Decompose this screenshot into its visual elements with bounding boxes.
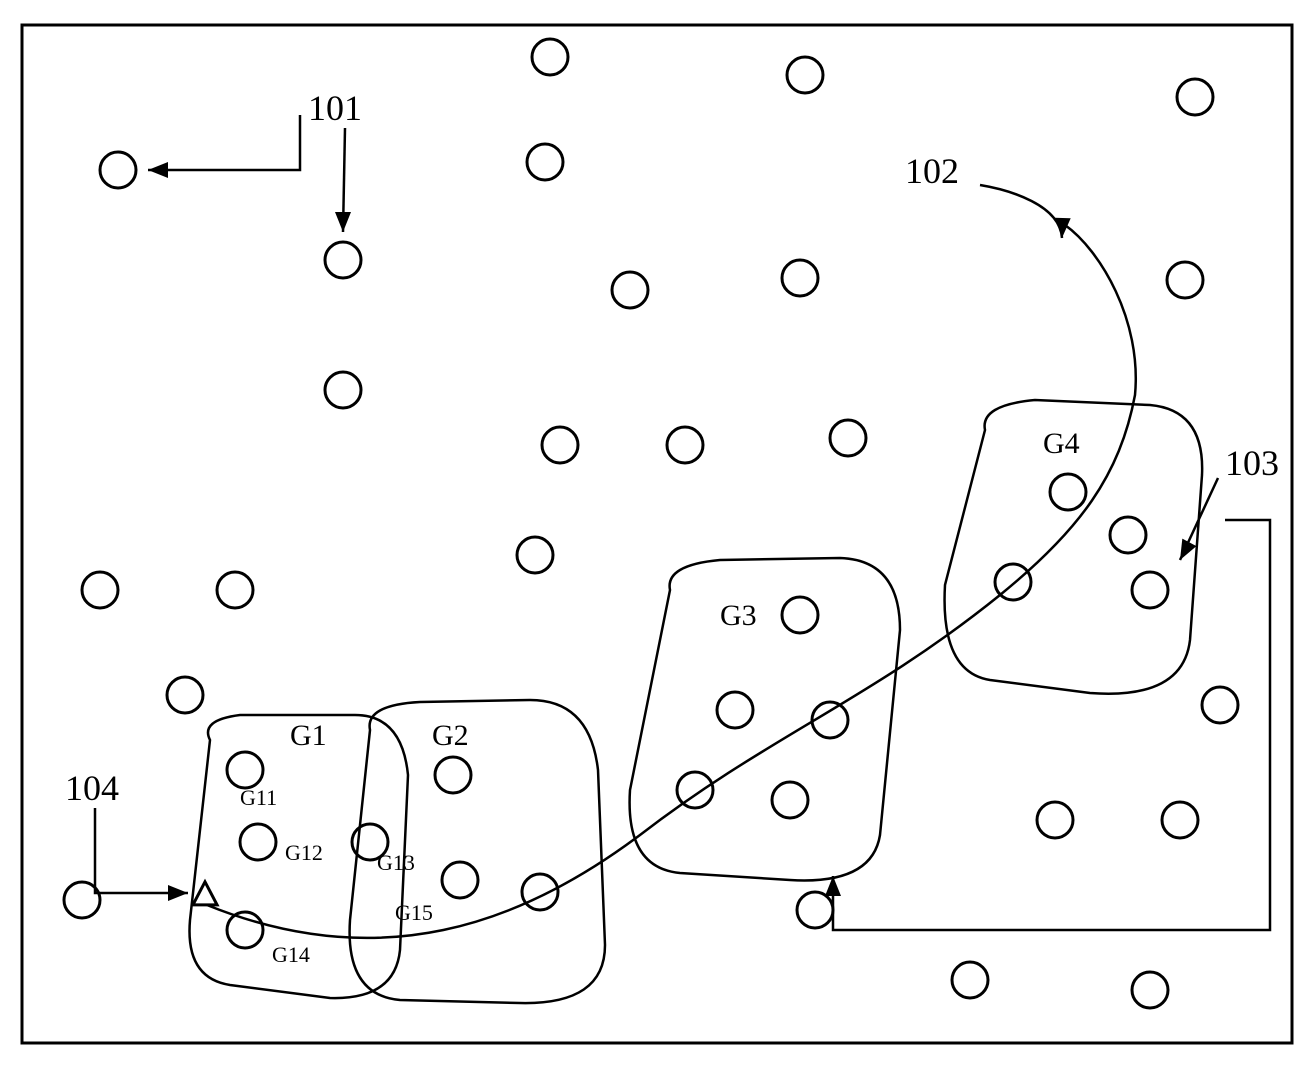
- node-g3_1: [782, 597, 818, 633]
- node-n_top2: [787, 57, 823, 93]
- node-n_r2a: [612, 272, 648, 308]
- ref-label-103: 103: [1225, 443, 1279, 483]
- node-n_r4: [1202, 687, 1238, 723]
- node-label-g14: G14: [272, 942, 310, 967]
- node-g2_3: [522, 874, 558, 910]
- node-n_br1: [952, 962, 988, 998]
- node-g1_2: [240, 824, 276, 860]
- node-g1_1: [227, 752, 263, 788]
- node-n_r3d: [830, 420, 866, 456]
- node-g2_2: [442, 862, 478, 898]
- node-label-g12: G12: [285, 840, 323, 865]
- leader-104: [95, 808, 188, 893]
- node-label-g13: G13: [377, 850, 415, 875]
- node-n_r2c: [1167, 262, 1203, 298]
- node-n_r5b: [1162, 802, 1198, 838]
- node-n_r3a: [325, 372, 361, 408]
- group-outline-g3: [630, 558, 900, 880]
- node-n_r1a: [100, 152, 136, 188]
- node-label-g11: G11: [240, 785, 277, 810]
- ref-label-104: 104: [65, 768, 119, 808]
- origin-triangle-icon: [193, 882, 217, 905]
- node-g4_4: [1132, 572, 1168, 608]
- node-n_101b: [325, 242, 361, 278]
- ref-label-102: 102: [905, 151, 959, 191]
- node-n_br2: [1132, 972, 1168, 1008]
- node-label-g15: G15: [395, 900, 433, 925]
- node-n_left1: [82, 572, 118, 608]
- node-g3_3: [812, 702, 848, 738]
- group-label-g4: G4: [1043, 427, 1080, 460]
- node-n_r6: [797, 892, 833, 928]
- node-g2_1: [435, 757, 471, 793]
- leader-103a: [833, 520, 1270, 930]
- node-g3_2: [717, 692, 753, 728]
- arrowhead-icon: [148, 162, 168, 178]
- node-g3_4: [677, 772, 713, 808]
- leader-102: [980, 185, 1062, 238]
- arrowhead-icon: [1180, 539, 1196, 560]
- node-n_top3: [1177, 79, 1213, 115]
- node-n_mid_r: [517, 537, 553, 573]
- node-g4_3: [995, 564, 1031, 600]
- node-n_r2b: [782, 260, 818, 296]
- node-n_r5a: [1037, 802, 1073, 838]
- node-n_r1b: [527, 144, 563, 180]
- node-g4_2: [1110, 517, 1146, 553]
- ref-label-101: 101: [308, 88, 362, 128]
- node-g3_5: [772, 782, 808, 818]
- group-label-g1: G1: [290, 719, 327, 752]
- arrowhead-icon: [335, 212, 351, 232]
- leader-101a: [148, 115, 300, 170]
- group-label-g3: G3: [720, 599, 757, 632]
- diagram-frame: [22, 25, 1292, 1043]
- node-n_left2: [217, 572, 253, 608]
- node-n_top1: [532, 39, 568, 75]
- node-g4_1: [1050, 474, 1086, 510]
- node-n_r3b: [542, 427, 578, 463]
- node-n_l3: [167, 677, 203, 713]
- arrowhead-icon: [168, 885, 188, 901]
- node-n_r3c: [667, 427, 703, 463]
- group-label-g2: G2: [432, 719, 469, 752]
